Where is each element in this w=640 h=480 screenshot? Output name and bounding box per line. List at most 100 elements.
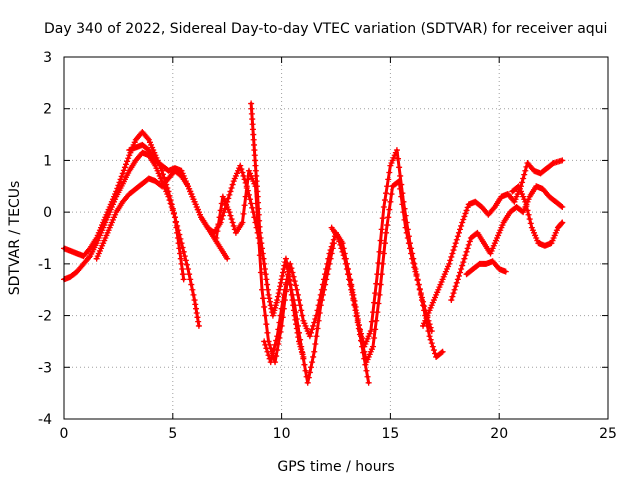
data-point	[312, 316, 319, 323]
data-point	[188, 281, 195, 288]
data-point	[215, 221, 222, 228]
data-point	[502, 268, 509, 275]
data-point	[241, 202, 248, 209]
data-point	[114, 185, 121, 192]
data-point	[293, 286, 300, 293]
data-point	[244, 176, 251, 183]
series-sat-i	[343, 178, 435, 366]
data-point	[117, 176, 124, 183]
x-tick-label: 0	[60, 426, 69, 442]
data-point	[453, 279, 460, 286]
data-point	[274, 333, 281, 340]
data-point	[314, 325, 321, 332]
data-point	[373, 280, 380, 287]
data-point	[252, 167, 259, 174]
data-point	[273, 353, 280, 360]
x-tick-label: 5	[168, 426, 177, 442]
data-point	[225, 195, 232, 202]
data-point	[416, 285, 423, 292]
data-point	[243, 185, 250, 192]
data-point	[361, 348, 368, 355]
data-point	[214, 228, 221, 235]
data-point	[462, 210, 469, 217]
data-point	[252, 162, 259, 169]
data-point	[179, 271, 186, 278]
data-point	[372, 326, 379, 333]
x-tick-label: 20	[490, 426, 508, 442]
data-point	[288, 291, 295, 298]
data-point	[402, 224, 409, 231]
data-point	[408, 250, 415, 257]
data-point	[354, 316, 361, 323]
data-point	[273, 337, 280, 344]
data-point	[161, 174, 168, 181]
data-point	[170, 210, 177, 217]
data-point	[439, 348, 446, 355]
data-point	[410, 259, 417, 266]
data-point	[277, 283, 284, 290]
data-point	[369, 343, 376, 350]
data-point	[230, 222, 237, 229]
data-point	[182, 257, 189, 264]
data-point	[278, 276, 285, 283]
data-point	[298, 307, 305, 314]
data-point	[291, 278, 298, 285]
data-point	[180, 248, 187, 255]
data-point	[277, 312, 284, 319]
data-point	[261, 338, 268, 345]
x-tick-label: 15	[381, 426, 399, 442]
data-point	[452, 240, 459, 247]
data-point	[226, 191, 233, 198]
data-point	[521, 171, 528, 178]
data-point	[384, 222, 391, 229]
data-point	[220, 209, 227, 216]
data-point	[519, 179, 526, 186]
data-point	[397, 172, 404, 179]
data-point	[275, 290, 282, 297]
data-point	[216, 214, 223, 221]
data-point	[279, 298, 286, 305]
data-point	[306, 333, 313, 340]
data-point	[180, 276, 187, 283]
data-point	[305, 374, 312, 381]
data-point	[281, 286, 288, 293]
data-point	[255, 211, 262, 218]
data-point	[293, 325, 300, 332]
data-point	[177, 255, 184, 262]
data-point	[428, 340, 435, 347]
data-point	[313, 333, 320, 340]
data-point	[409, 255, 416, 262]
data-point	[302, 367, 309, 374]
data-point	[250, 209, 257, 216]
data-point	[144, 135, 151, 142]
data-point	[310, 322, 317, 329]
y-axis-title: SDTVAR / TECUs	[7, 181, 23, 296]
data-point	[326, 250, 333, 257]
data-point	[464, 204, 471, 211]
data-point	[319, 281, 326, 288]
data-point	[278, 305, 285, 312]
data-point	[317, 291, 324, 298]
data-point	[340, 252, 347, 259]
data-point	[248, 105, 255, 112]
data-point	[403, 229, 410, 236]
y-tick-label: -3	[38, 360, 52, 376]
data-point	[258, 240, 265, 247]
data-point	[186, 271, 193, 278]
y-tick-label: -1	[38, 257, 52, 273]
data-point	[171, 214, 178, 221]
data-point	[296, 297, 303, 304]
data-point	[249, 121, 256, 128]
data-point	[181, 253, 188, 260]
data-point	[344, 266, 351, 273]
data-point	[226, 209, 233, 216]
data-point	[415, 281, 422, 288]
data-point	[559, 157, 566, 164]
data-point	[228, 216, 235, 223]
data-point	[257, 269, 264, 276]
data-point	[306, 369, 313, 376]
data-point	[299, 312, 306, 319]
data-point	[378, 226, 385, 233]
data-point	[261, 260, 268, 267]
data-point	[387, 198, 394, 205]
